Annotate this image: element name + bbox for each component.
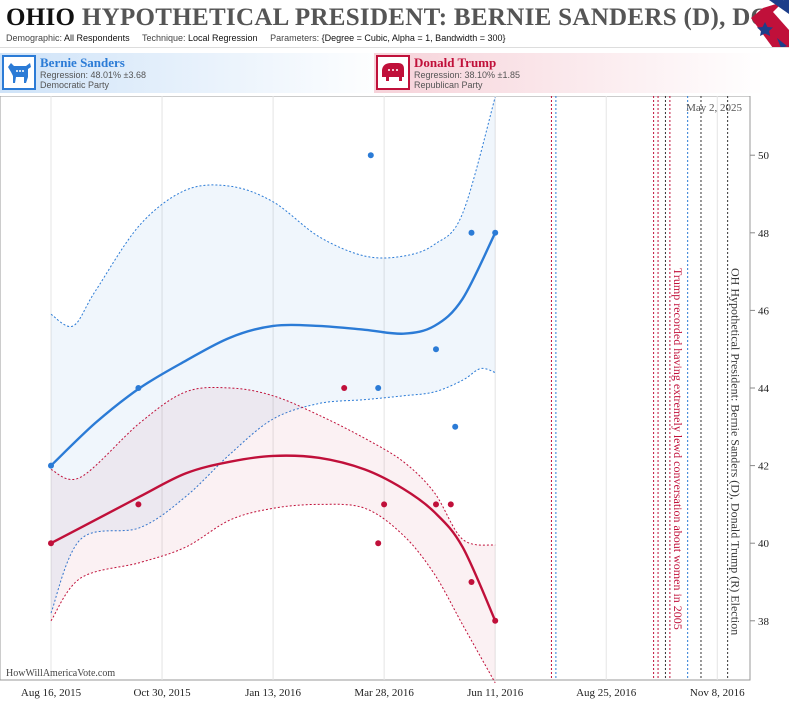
poll-point <box>341 385 348 391</box>
poll-point <box>492 229 499 236</box>
page-title: OHIO HYPOTHETICAL PRESIDENT: BERNIE SAND… <box>6 4 789 32</box>
vertical-gridlines <box>50 96 718 680</box>
technique-value: Local Regression <box>188 33 258 43</box>
title-state: OHIO <box>6 4 76 31</box>
regression-trump: Regression: 38.10% ±1.85 <box>414 70 521 80</box>
poll-point <box>492 617 499 624</box>
y-tick-label: 40 <box>758 538 770 550</box>
party-trump: Republican Party <box>414 80 483 90</box>
y-tick-label: 46 <box>758 305 770 317</box>
poll-point <box>135 385 142 391</box>
title-bar: OHIO HYPOTHETICAL PRESIDENT: BERNIE SAND… <box>0 0 789 48</box>
y-tick-label: 44 <box>758 383 770 395</box>
poll-point <box>48 540 54 547</box>
poll-point <box>375 540 382 547</box>
y-tick-label: 42 <box>758 461 769 473</box>
x-tick-label: Aug 16, 2015 <box>21 687 82 699</box>
y-axis-ticks: 38 40 42 44 46 48 50 <box>750 150 770 628</box>
candidate-name-trump: Donald Trump <box>414 55 497 70</box>
poll-point <box>452 423 459 430</box>
poll-point <box>447 501 454 508</box>
confidence-band <box>51 387 496 683</box>
flag-logo-icon <box>751 0 789 47</box>
x-tick-label: Oct 30, 2015 <box>133 687 191 699</box>
band-lower-line <box>50 367 496 614</box>
poll-chart: Trump recorded having extremely lewd con… <box>0 96 770 699</box>
poll-point <box>48 462 54 469</box>
band-lower-line <box>50 503 496 684</box>
watermark: HowWillAmericaVote.com <box>6 668 115 679</box>
candidate-bar: Bernie Sanders Regression: 48.01% ±3.68 … <box>0 53 789 93</box>
poll-point <box>375 385 382 391</box>
y-tick-label: 48 <box>758 228 770 240</box>
republican-elephant-icon <box>376 55 410 90</box>
poll-points <box>48 152 499 624</box>
plot-area <box>0 96 751 681</box>
y-tick-label: 50 <box>758 150 770 162</box>
parameters-label: Parameters: <box>270 33 320 43</box>
poll-point <box>468 579 475 585</box>
candidate-name-sanders: Bernie Sanders <box>40 55 125 70</box>
band-upper-line <box>50 96 496 328</box>
y-tick-label: 38 <box>758 616 770 628</box>
parameters-line: Demographic: All Respondents Technique: … <box>6 33 516 43</box>
poll-point <box>367 152 374 159</box>
parameters-value: {Degree = Cubic, Alpha = 1, Bandwidth = … <box>321 33 506 43</box>
candidate-card-sanders: Bernie Sanders Regression: 48.01% ±3.68 … <box>0 53 390 93</box>
party-sanders: Democratic Party <box>40 80 110 90</box>
x-tick-label: Aug 25, 2016 <box>576 687 637 699</box>
candidate-card-trump: Donald Trump Regression: 38.10% ±1.85 Re… <box>374 53 764 93</box>
poll-point <box>135 501 142 508</box>
technique-label: Technique: <box>141 33 186 43</box>
x-tick-label: Jun 11, 2016 <box>467 687 524 699</box>
title-text: HYPOTHETICAL PRESIDENT: BERNIE SANDERS (… <box>81 4 789 31</box>
event-marker-label: Trump recorded having extremely lewd con… <box>671 268 685 630</box>
x-tick-label: Nov 8, 2016 <box>690 687 745 699</box>
poll-point <box>433 501 439 508</box>
demographic-label: Demographic: <box>6 33 63 43</box>
democratic-donkey-icon <box>2 55 36 90</box>
event-markers: Trump recorded having extremely lewd con… <box>550 96 743 680</box>
poll-point <box>433 346 439 353</box>
poll-point <box>468 229 475 236</box>
trend-line <box>50 454 497 622</box>
x-axis-ticks: Aug 16, 2015 Oct 30, 2015 Jan 13, 2016 Mar … <box>21 687 745 699</box>
x-tick-label: Jan 13, 2016 <box>245 687 301 699</box>
regression-sanders: Regression: 48.01% ±3.68 <box>40 70 147 80</box>
poll-point <box>381 501 388 508</box>
date-label: May 2, 2025 <box>686 102 742 114</box>
demographic-value: All Respondents <box>64 33 130 43</box>
x-tick-label: Mar 28, 2016 <box>354 687 414 699</box>
event-marker-label: OH Hypothetical President: Bernie Sander… <box>729 268 743 635</box>
